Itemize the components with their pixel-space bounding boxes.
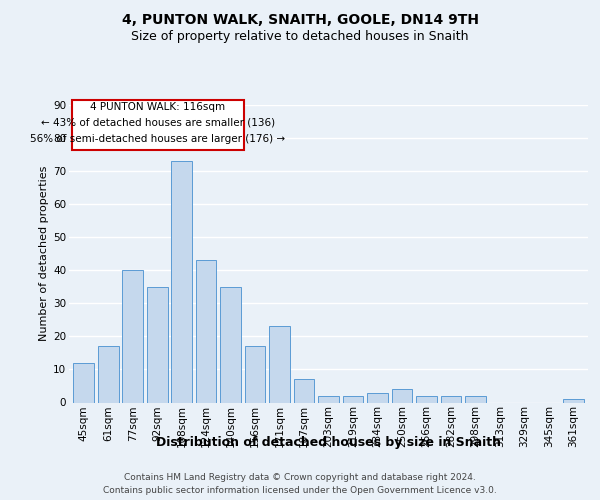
Text: Distribution of detached houses by size in Snaith: Distribution of detached houses by size … xyxy=(156,436,502,449)
Text: 4 PUNTON WALK: 116sqm: 4 PUNTON WALK: 116sqm xyxy=(91,102,226,112)
Bar xyxy=(196,260,217,402)
Bar xyxy=(440,396,461,402)
Y-axis label: Number of detached properties: Number of detached properties xyxy=(39,166,49,342)
Bar xyxy=(416,396,437,402)
Text: Size of property relative to detached houses in Snaith: Size of property relative to detached ho… xyxy=(131,30,469,43)
Bar xyxy=(563,399,584,402)
Bar xyxy=(171,161,192,402)
Bar xyxy=(269,326,290,402)
Bar xyxy=(73,363,94,403)
Text: Contains HM Land Registry data © Crown copyright and database right 2024.
Contai: Contains HM Land Registry data © Crown c… xyxy=(103,473,497,495)
Bar xyxy=(318,396,339,402)
Bar xyxy=(343,396,364,402)
FancyBboxPatch shape xyxy=(72,100,244,150)
Bar xyxy=(147,287,167,403)
Bar xyxy=(220,287,241,403)
Bar xyxy=(122,270,143,402)
Text: 56% of semi-detached houses are larger (176) →: 56% of semi-detached houses are larger (… xyxy=(31,134,286,143)
Bar xyxy=(245,346,265,403)
Bar xyxy=(465,396,486,402)
Text: 4, PUNTON WALK, SNAITH, GOOLE, DN14 9TH: 4, PUNTON WALK, SNAITH, GOOLE, DN14 9TH xyxy=(121,12,479,26)
Text: ← 43% of detached houses are smaller (136): ← 43% of detached houses are smaller (13… xyxy=(41,117,275,127)
Bar xyxy=(392,390,412,402)
Bar xyxy=(293,380,314,402)
Bar xyxy=(367,392,388,402)
Bar xyxy=(98,346,119,403)
